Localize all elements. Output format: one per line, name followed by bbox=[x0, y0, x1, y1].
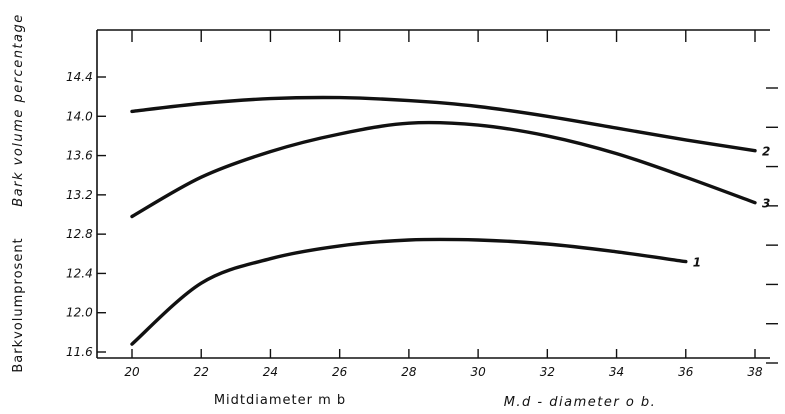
y-tick-label: 13.6 bbox=[66, 149, 93, 163]
x-tick-label: 26 bbox=[332, 365, 348, 379]
y-tick-label: 12.8 bbox=[66, 227, 93, 241]
x-tick-label: 24 bbox=[263, 365, 278, 379]
series-label-1: 1 bbox=[693, 256, 701, 270]
y-tick-label: 12.0 bbox=[66, 306, 93, 320]
x-axis-ticks: 20 22 24 26 28 30 32 34 36 38 bbox=[124, 349, 763, 379]
y-axis-ticks: 11.6 12.0 12.4 12.8 13.2 13.6 14.0 14.4 bbox=[66, 70, 106, 359]
x-tick-label: 20 bbox=[124, 365, 140, 379]
series-line-3 bbox=[130, 120, 757, 219]
y-tick-label: 13.2 bbox=[66, 188, 93, 202]
y-axis-title-alt: Bark volume percentage bbox=[11, 13, 26, 206]
x-axis-title-alt: M.d - diameter o b. bbox=[504, 395, 657, 410]
y-tick-label: 11.6 bbox=[66, 345, 93, 359]
x-axis-title: Midtdiameter m b bbox=[214, 393, 346, 408]
series-labels: 1 2 3 bbox=[693, 145, 771, 270]
x-tick-label: 30 bbox=[470, 365, 486, 379]
y-axis-title: Barkvolumprosent bbox=[11, 237, 26, 372]
x-tick-label: 32 bbox=[540, 365, 555, 379]
x-tick-label: 36 bbox=[678, 365, 694, 379]
plot-frame bbox=[96, 29, 770, 359]
decorative-ticks bbox=[131, 30, 778, 364]
x-tick-label: 38 bbox=[747, 365, 763, 379]
x-tick-label: 34 bbox=[609, 365, 624, 379]
series-line-2 bbox=[130, 95, 757, 153]
series-lines bbox=[130, 95, 757, 346]
y-tick-label: 14.4 bbox=[66, 70, 93, 84]
series-label-2: 2 bbox=[762, 145, 770, 159]
series-line-1 bbox=[130, 237, 688, 346]
y-tick-label: 14.0 bbox=[66, 109, 93, 123]
y-tick-label: 12.4 bbox=[66, 266, 93, 280]
x-tick-label: 22 bbox=[194, 365, 209, 379]
series-label-3: 3 bbox=[762, 197, 770, 211]
x-tick-label: 28 bbox=[401, 365, 417, 379]
